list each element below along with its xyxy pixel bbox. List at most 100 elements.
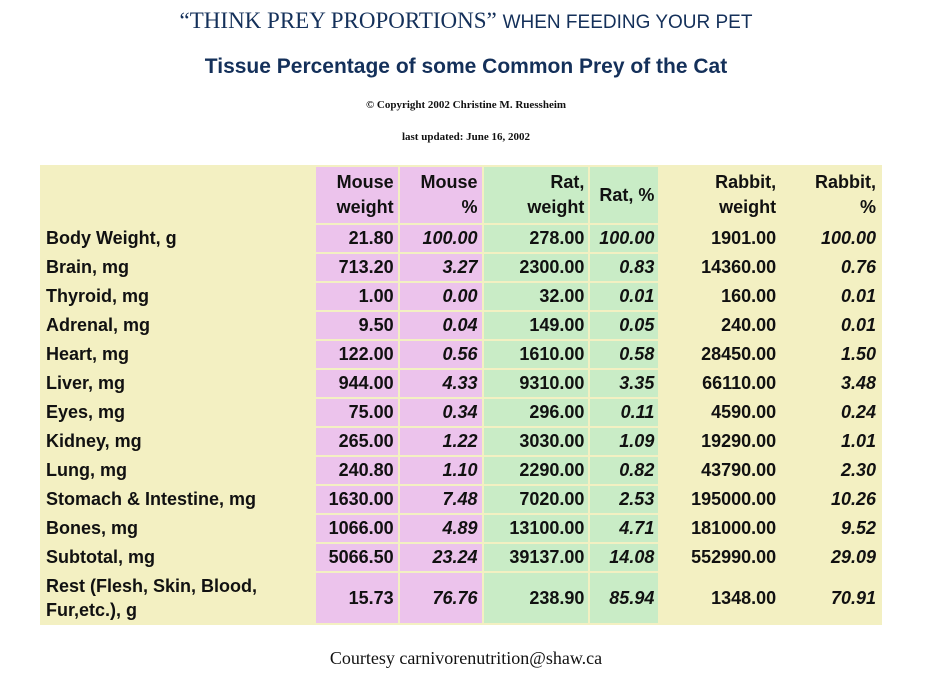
- rat-weight-cell: 7020.00: [481, 484, 591, 515]
- table-row: Subtotal, mg 5066.50 23.24 39137.00 14.0…: [40, 542, 882, 573]
- row-label: Stomach & Intestine, mg: [40, 484, 316, 515]
- mouse-percent-cell: 1.22: [397, 426, 484, 457]
- copyright-line: © Copyright 2002 Christine M. Ruessheim: [365, 99, 567, 111]
- rabbit-weight-cell: 4590.00: [658, 397, 783, 428]
- rat-percent-cell: 85.94: [588, 571, 661, 625]
- row-label: Thyroid, mg: [40, 281, 316, 312]
- row-label: Brain, mg: [40, 252, 316, 283]
- rat-weight-cell: 3030.00: [481, 426, 591, 457]
- rat-percent-cell: 0.05: [588, 310, 661, 341]
- mouse-percent-cell: 100.00: [397, 223, 484, 254]
- rat-weight-cell: 39137.00: [481, 542, 591, 573]
- mouse-weight-cell: 1630.00: [313, 484, 400, 515]
- page-title: “THINK PREY PROPORTIONS” WHEN FEEDING YO…: [0, 8, 932, 34]
- rabbit-percent-cell: 0.24: [780, 397, 882, 428]
- table-header-row: Mouse weight Mouse % Rat, weight Rat, % …: [40, 165, 882, 225]
- mouse-weight-cell: 75.00: [313, 397, 400, 428]
- row-label: Body Weight, g: [40, 223, 316, 254]
- table-row: Stomach & Intestine, mg 1630.00 7.48 702…: [40, 484, 882, 515]
- header-mouse-weight: Mouse weight: [313, 165, 400, 225]
- rat-weight-cell: 13100.00: [481, 513, 591, 544]
- table-row: Kidney, mg 265.00 1.22 3030.00 1.09 1929…: [40, 426, 882, 457]
- rat-weight-cell: 2300.00: [481, 252, 591, 283]
- table-row: Body Weight, g 21.80 100.00 278.00 100.0…: [40, 223, 882, 254]
- rabbit-percent-cell: 1.01: [780, 426, 882, 457]
- table-row: Bones, mg 1066.00 4.89 13100.00 4.71 181…: [40, 513, 882, 544]
- row-label: Subtotal, mg: [40, 542, 316, 573]
- rabbit-weight-cell: 160.00: [658, 281, 783, 312]
- page-title-rest: WHEN FEEDING YOUR PET: [502, 12, 753, 33]
- row-label: Heart, mg: [40, 339, 316, 370]
- rat-weight-cell: 278.00: [481, 223, 591, 254]
- rat-percent-cell: 0.11: [588, 397, 661, 428]
- table-row: Lung, mg 240.80 1.10 2290.00 0.82 43790.…: [40, 455, 882, 486]
- rat-percent-cell: 2.53: [588, 484, 661, 515]
- table-row: Brain, mg 713.20 3.27 2300.00 0.83 14360…: [40, 252, 882, 283]
- mouse-weight-cell: 9.50: [313, 310, 400, 341]
- rabbit-weight-cell: 66110.00: [658, 368, 783, 399]
- mouse-percent-cell: 3.27: [397, 252, 484, 283]
- header-mouse-percent: Mouse %: [397, 165, 484, 225]
- rabbit-percent-cell: 0.76: [780, 252, 882, 283]
- row-label: Bones, mg: [40, 513, 316, 544]
- rabbit-percent-cell: 1.50: [780, 339, 882, 370]
- rat-percent-cell: 100.00: [588, 223, 661, 254]
- header-rabbit-percent: Rabbit, %: [780, 165, 882, 225]
- row-label: Kidney, mg: [40, 426, 316, 457]
- rat-percent-cell: 0.82: [588, 455, 661, 486]
- rabbit-weight-cell: 181000.00: [658, 513, 783, 544]
- header-rat-weight: Rat, weight: [481, 165, 591, 225]
- rat-percent-cell: 0.01: [588, 281, 661, 312]
- page-title-quoted: “THINK PREY PROPORTIONS”: [179, 8, 497, 33]
- prey-tissue-table: Mouse weight Mouse % Rat, weight Rat, % …: [40, 165, 882, 625]
- rabbit-weight-cell: 195000.00: [658, 484, 783, 515]
- table-row: Rest (Flesh, Skin, Blood, Fur,etc.), g 1…: [40, 571, 882, 625]
- rabbit-percent-cell: 29.09: [780, 542, 882, 573]
- rat-weight-cell: 2290.00: [481, 455, 591, 486]
- header-blank-cell: [40, 165, 316, 225]
- table-row: Thyroid, mg 1.00 0.00 32.00 0.01 160.00 …: [40, 281, 882, 312]
- rabbit-weight-cell: 19290.00: [658, 426, 783, 457]
- mouse-percent-cell: 4.89: [397, 513, 484, 544]
- mouse-weight-cell: 265.00: [313, 426, 400, 457]
- row-label: Eyes, mg: [40, 397, 316, 428]
- rat-weight-cell: 149.00: [481, 310, 591, 341]
- rat-weight-cell: 238.90: [481, 571, 591, 625]
- mouse-percent-cell: 0.00: [397, 281, 484, 312]
- table-row: Heart, mg 122.00 0.56 1610.00 0.58 28450…: [40, 339, 882, 370]
- mouse-weight-cell: 15.73: [313, 571, 400, 625]
- table-row: Liver, mg 944.00 4.33 9310.00 3.35 66110…: [40, 368, 882, 399]
- row-label: Rest (Flesh, Skin, Blood, Fur,etc.), g: [40, 571, 316, 625]
- rat-percent-cell: 0.58: [588, 339, 661, 370]
- header-rat-percent: Rat, %: [588, 165, 661, 225]
- rabbit-percent-cell: 100.00: [780, 223, 882, 254]
- rabbit-percent-cell: 10.26: [780, 484, 882, 515]
- courtesy-footer: Courtesy carnivorenutrition@shaw.ca: [329, 648, 603, 668]
- rabbit-weight-cell: 43790.00: [658, 455, 783, 486]
- mouse-weight-cell: 240.80: [313, 455, 400, 486]
- row-label: Adrenal, mg: [40, 310, 316, 341]
- table-row: Adrenal, mg 9.50 0.04 149.00 0.05 240.00…: [40, 310, 882, 341]
- mouse-percent-cell: 4.33: [397, 368, 484, 399]
- mouse-percent-cell: 7.48: [397, 484, 484, 515]
- rabbit-weight-cell: 1348.00: [658, 571, 783, 625]
- mouse-percent-cell: 76.76: [397, 571, 484, 625]
- rabbit-percent-cell: 2.30: [780, 455, 882, 486]
- mouse-percent-cell: 23.24: [397, 542, 484, 573]
- rabbit-percent-cell: 0.01: [780, 310, 882, 341]
- mouse-weight-cell: 1066.00: [313, 513, 400, 544]
- rabbit-percent-cell: 3.48: [780, 368, 882, 399]
- rat-percent-cell: 14.08: [588, 542, 661, 573]
- rat-weight-cell: 296.00: [481, 397, 591, 428]
- row-label: Lung, mg: [40, 455, 316, 486]
- rabbit-weight-cell: 28450.00: [658, 339, 783, 370]
- mouse-weight-cell: 944.00: [313, 368, 400, 399]
- page-subtitle: Tissue Percentage of some Common Prey of…: [204, 55, 728, 78]
- table-row: Eyes, mg 75.00 0.34 296.00 0.11 4590.00 …: [40, 397, 882, 428]
- last-updated-line: last updated: June 16, 2002: [401, 131, 531, 143]
- mouse-weight-cell: 713.20: [313, 252, 400, 283]
- mouse-percent-cell: 0.04: [397, 310, 484, 341]
- header-rabbit-weight: Rabbit, weight: [658, 165, 783, 225]
- rat-percent-cell: 1.09: [588, 426, 661, 457]
- rabbit-weight-cell: 1901.00: [658, 223, 783, 254]
